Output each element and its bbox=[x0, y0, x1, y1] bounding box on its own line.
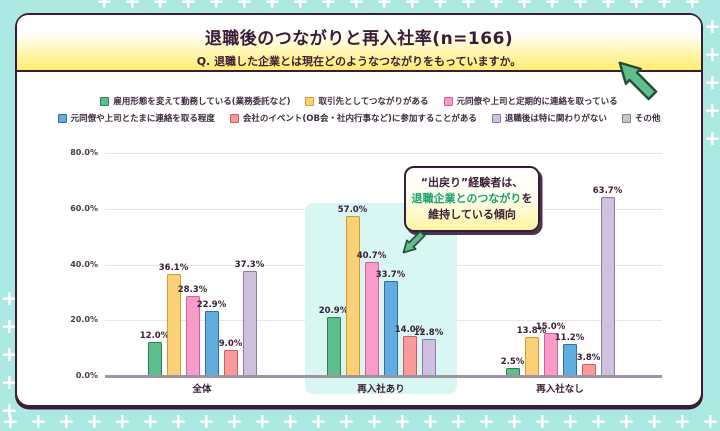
legend-row-1: 雇用形態を変えて勤務している(業務委託など) 取引先としてつながりがある 元同僚や上… bbox=[17, 95, 701, 107]
plus-icon: + bbox=[488, 0, 505, 13]
plus-icon: + bbox=[264, 0, 281, 13]
plus-icon: + bbox=[478, 409, 495, 431]
plus-icon: + bbox=[114, 409, 131, 431]
legend-swatch bbox=[491, 113, 501, 123]
legend-label: 元同僚や上司とたまに連絡を取る程度 bbox=[70, 114, 215, 124]
plus-icon: + bbox=[432, 0, 449, 13]
legend-swatch bbox=[305, 96, 315, 106]
legend-label: 取引先としてつながりがある bbox=[318, 97, 429, 107]
plus-icon: + bbox=[506, 409, 523, 431]
plus-icon: + bbox=[656, 0, 673, 13]
plus-icon: + bbox=[646, 409, 663, 431]
callout-line-3: 維持している傾向 bbox=[428, 207, 516, 221]
legend-swatch bbox=[621, 113, 631, 123]
legend-row-2: 元同僚や上司とたまに連絡を取る程度 会社のイベント(OB会・社内行事など)に参加す… bbox=[17, 112, 701, 124]
plus-icon: + bbox=[310, 409, 327, 431]
plus-icon: + bbox=[460, 0, 477, 13]
plus-icon: + bbox=[572, 0, 589, 13]
legend-item: 雇用形態を変えて勤務している(業務委託など) bbox=[100, 95, 290, 107]
plus-icon: + bbox=[58, 409, 75, 431]
legend-swatch bbox=[100, 96, 110, 106]
legend-item: 元同僚や上司と定期的に連絡を取っている bbox=[443, 95, 618, 107]
plus-icon: + bbox=[394, 409, 411, 431]
plus-icon: + bbox=[1, 398, 18, 422]
plus-icon: + bbox=[404, 0, 421, 13]
plus-icon: + bbox=[600, 0, 617, 13]
plus-icon: + bbox=[96, 0, 113, 13]
arrow-down-left-icon bbox=[402, 230, 426, 254]
plus-icon: + bbox=[1, 286, 18, 310]
plus-icon: + bbox=[30, 409, 47, 431]
plus-icon: + bbox=[422, 409, 439, 431]
plus-icon: + bbox=[124, 0, 141, 13]
plus-icon: + bbox=[684, 0, 701, 13]
plus-icon: + bbox=[226, 409, 243, 431]
legend-label: その他 bbox=[634, 114, 661, 124]
plus-icon: + bbox=[1, 370, 18, 394]
plus-icon: + bbox=[534, 409, 551, 431]
plus-icon: + bbox=[320, 0, 337, 13]
plus-icon: + bbox=[170, 409, 187, 431]
plus-icon: + bbox=[516, 0, 533, 13]
plus-icon: + bbox=[544, 0, 561, 13]
plus-icon: + bbox=[1, 342, 18, 366]
question-subtitle: Q. 退職した企業とは現在どのようなつながりをもっていますか。 bbox=[196, 55, 522, 68]
plus-icon: + bbox=[180, 0, 197, 13]
plus-icon: + bbox=[254, 409, 271, 431]
legend-item: 取引先としてつながりがある bbox=[305, 95, 429, 107]
plus-icon: + bbox=[152, 0, 169, 13]
annotation-callout: “出戻り”経験者は、 退職企業とのつながりを 維持している傾向 bbox=[404, 166, 540, 232]
plus-icon: + bbox=[704, 70, 720, 94]
legend-swatch bbox=[229, 113, 239, 123]
plus-icon: + bbox=[704, 98, 720, 122]
page-title: 退職後のつながりと再入社率(n=166) bbox=[204, 29, 514, 49]
legend-label: 雇用形態を変えて勤務している(業務委託など) bbox=[113, 97, 291, 107]
legend-item: その他 bbox=[621, 112, 661, 124]
plus-icon: + bbox=[704, 126, 720, 150]
plus-icon: + bbox=[618, 409, 635, 431]
callout-line-1: “出戻り”経験者は、 bbox=[420, 176, 524, 189]
plus-icon: + bbox=[366, 409, 383, 431]
plus-icon: + bbox=[704, 42, 720, 66]
plus-icon: + bbox=[142, 409, 159, 431]
plus-icon: + bbox=[628, 0, 645, 13]
plus-icon: + bbox=[704, 14, 720, 38]
legend-label: 元同僚や上司と定期的に連絡を取っている bbox=[456, 97, 618, 107]
chart-card: 退職後のつながりと再入社率(n=166) Q. 退職した企業とは現在どのようなつ… bbox=[15, 13, 703, 407]
plus-icon: + bbox=[450, 409, 467, 431]
plus-icon: + bbox=[702, 409, 719, 431]
plus-icon: + bbox=[590, 409, 607, 431]
plus-icon: + bbox=[86, 409, 103, 431]
callout-line-2: 退職企業とのつながりを bbox=[411, 191, 533, 205]
plus-icon: + bbox=[236, 0, 253, 13]
legend-item: 元同僚や上司とたまに連絡を取る程度 bbox=[57, 112, 215, 124]
plus-icon: + bbox=[562, 409, 579, 431]
plus-icon: + bbox=[1, 314, 18, 338]
arrow-up-left-icon bbox=[618, 61, 658, 101]
legend-swatch bbox=[443, 96, 453, 106]
plus-icon: + bbox=[292, 0, 309, 13]
legend-label: 退職後は特に関わりがない bbox=[504, 114, 607, 124]
plus-icon: + bbox=[2, 409, 19, 431]
plus-icon: + bbox=[674, 409, 691, 431]
plus-icon: + bbox=[198, 409, 215, 431]
chart-legend: 雇用形態を変えて勤務している(業務委託など) 取引先としてつながりがある 元同僚や上… bbox=[17, 95, 701, 124]
plus-icon: + bbox=[282, 409, 299, 431]
legend-swatch bbox=[57, 113, 67, 123]
plus-icon: + bbox=[208, 0, 225, 13]
plus-icon: + bbox=[338, 409, 355, 431]
legend-label: 会社のイベント(OB会・社内行事など)に参加することがある bbox=[242, 114, 477, 124]
plus-icon: + bbox=[376, 0, 393, 13]
header-banner: 退職後のつながりと再入社率(n=166) Q. 退職した企業とは現在どのようなつ… bbox=[17, 15, 701, 72]
legend-item: 退職後は特に関わりがない bbox=[491, 112, 607, 124]
legend-item: 会社のイベント(OB会・社内行事など)に参加することがある bbox=[229, 112, 477, 124]
plus-icon: + bbox=[348, 0, 365, 13]
